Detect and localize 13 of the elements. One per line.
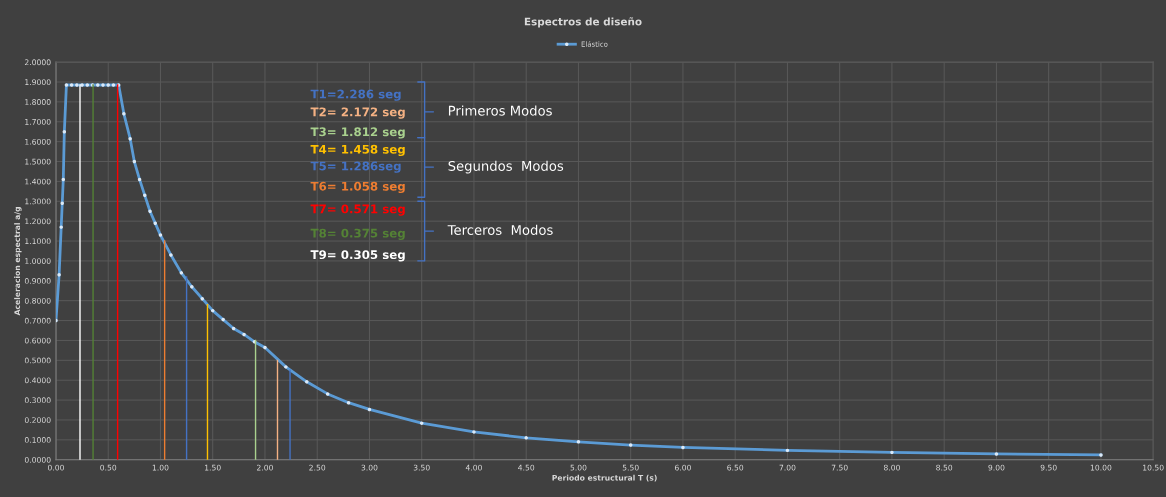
annotation: Primeros Modos [448, 105, 552, 116]
annotation: T2= 2.172 seg [310, 107, 405, 119]
annotation: Segundos Modos [448, 160, 564, 174]
annotation: T9= 0.305 seg [310, 250, 405, 262]
annotation: T7= 0.571 seg [310, 204, 405, 216]
annotation: T5= 1.286seg [310, 161, 401, 173]
chart-title: Espectros de diseño [524, 17, 642, 28]
annotation: T8= 0.375 seg [310, 228, 405, 240]
annotation: T1=2.286 seg [310, 89, 401, 101]
annotation: T4= 1.458 seg [310, 144, 405, 157]
annotation: Terceros Modos [447, 224, 553, 235]
annotation: T6= 1.058 seg [310, 181, 405, 194]
annotation: T3= 1.812 seg [310, 127, 405, 139]
